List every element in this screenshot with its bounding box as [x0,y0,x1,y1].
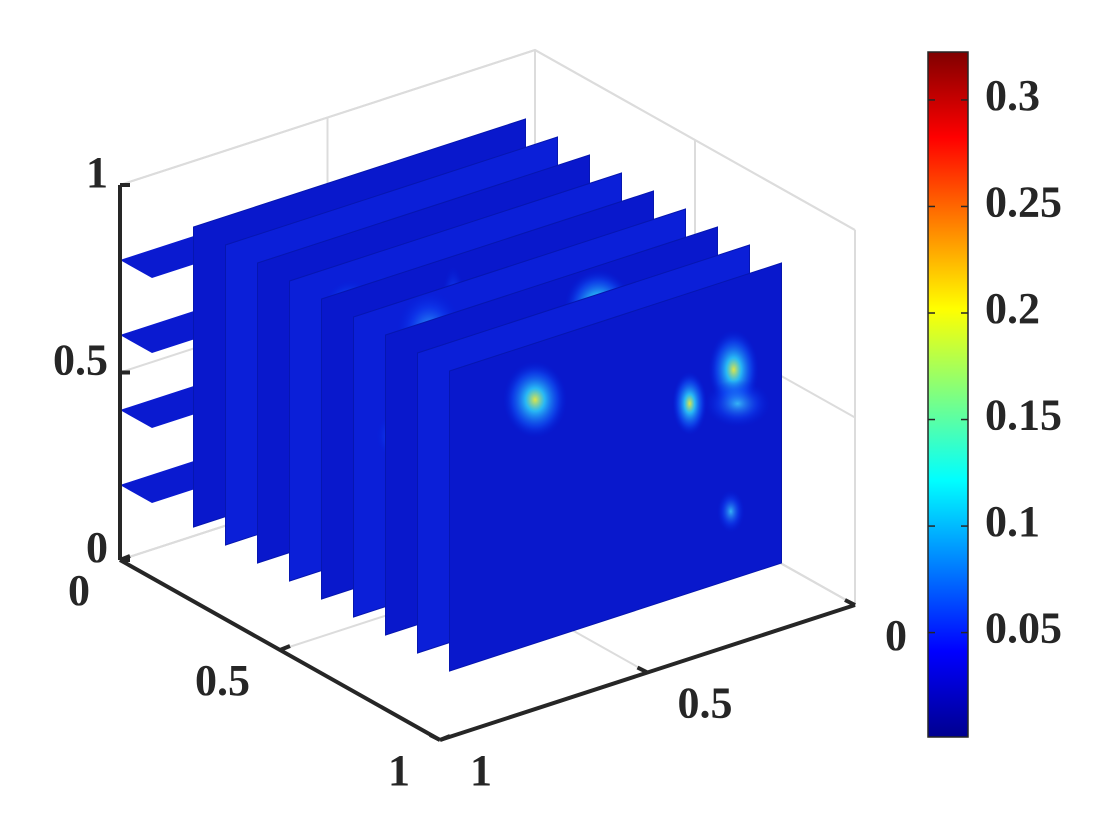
colorbar-tick-label: 0.1 [985,497,1040,546]
z-tick-label: 1 [86,148,108,197]
colorbar-tick-label: 0.25 [985,178,1062,227]
y-tick-label: 0.5 [678,679,733,728]
colorbar-tick-label: 0.15 [985,391,1062,440]
z-tick-label: 0.5 [53,336,108,385]
z-tick-label: 0 [86,523,108,572]
slice-highlight [672,371,707,436]
y-tick-label: 0 [885,611,907,660]
y-tick [429,733,441,742]
x-tick [439,734,451,742]
y-tick [636,665,649,675]
slice-highlight [503,361,568,439]
x-tick [279,644,291,652]
slices [120,118,782,672]
grid-line [119,48,856,231]
axes: 0 0.5 1 0 0.5 1 0 0.5 1 [53,148,907,795]
x-tick-label: 0.5 [195,656,250,705]
slice-highlight [717,490,745,533]
colorbar-scale [927,51,969,738]
y-tick-label: 1 [470,746,492,795]
slice-highlight [704,379,771,428]
x-tick-label: 0 [68,566,90,615]
x-tick [119,554,131,562]
colorbar-tick-label: 0.05 [985,604,1062,653]
colorbar-tick-label: 0.3 [985,71,1040,120]
colorbar: 0.05 0.1 0.15 0.2 0.25 0.3 [927,51,1062,738]
colorbar-tick-label: 0.2 [985,284,1040,333]
y-tick [844,598,856,607]
x-tick-label: 1 [388,746,410,795]
